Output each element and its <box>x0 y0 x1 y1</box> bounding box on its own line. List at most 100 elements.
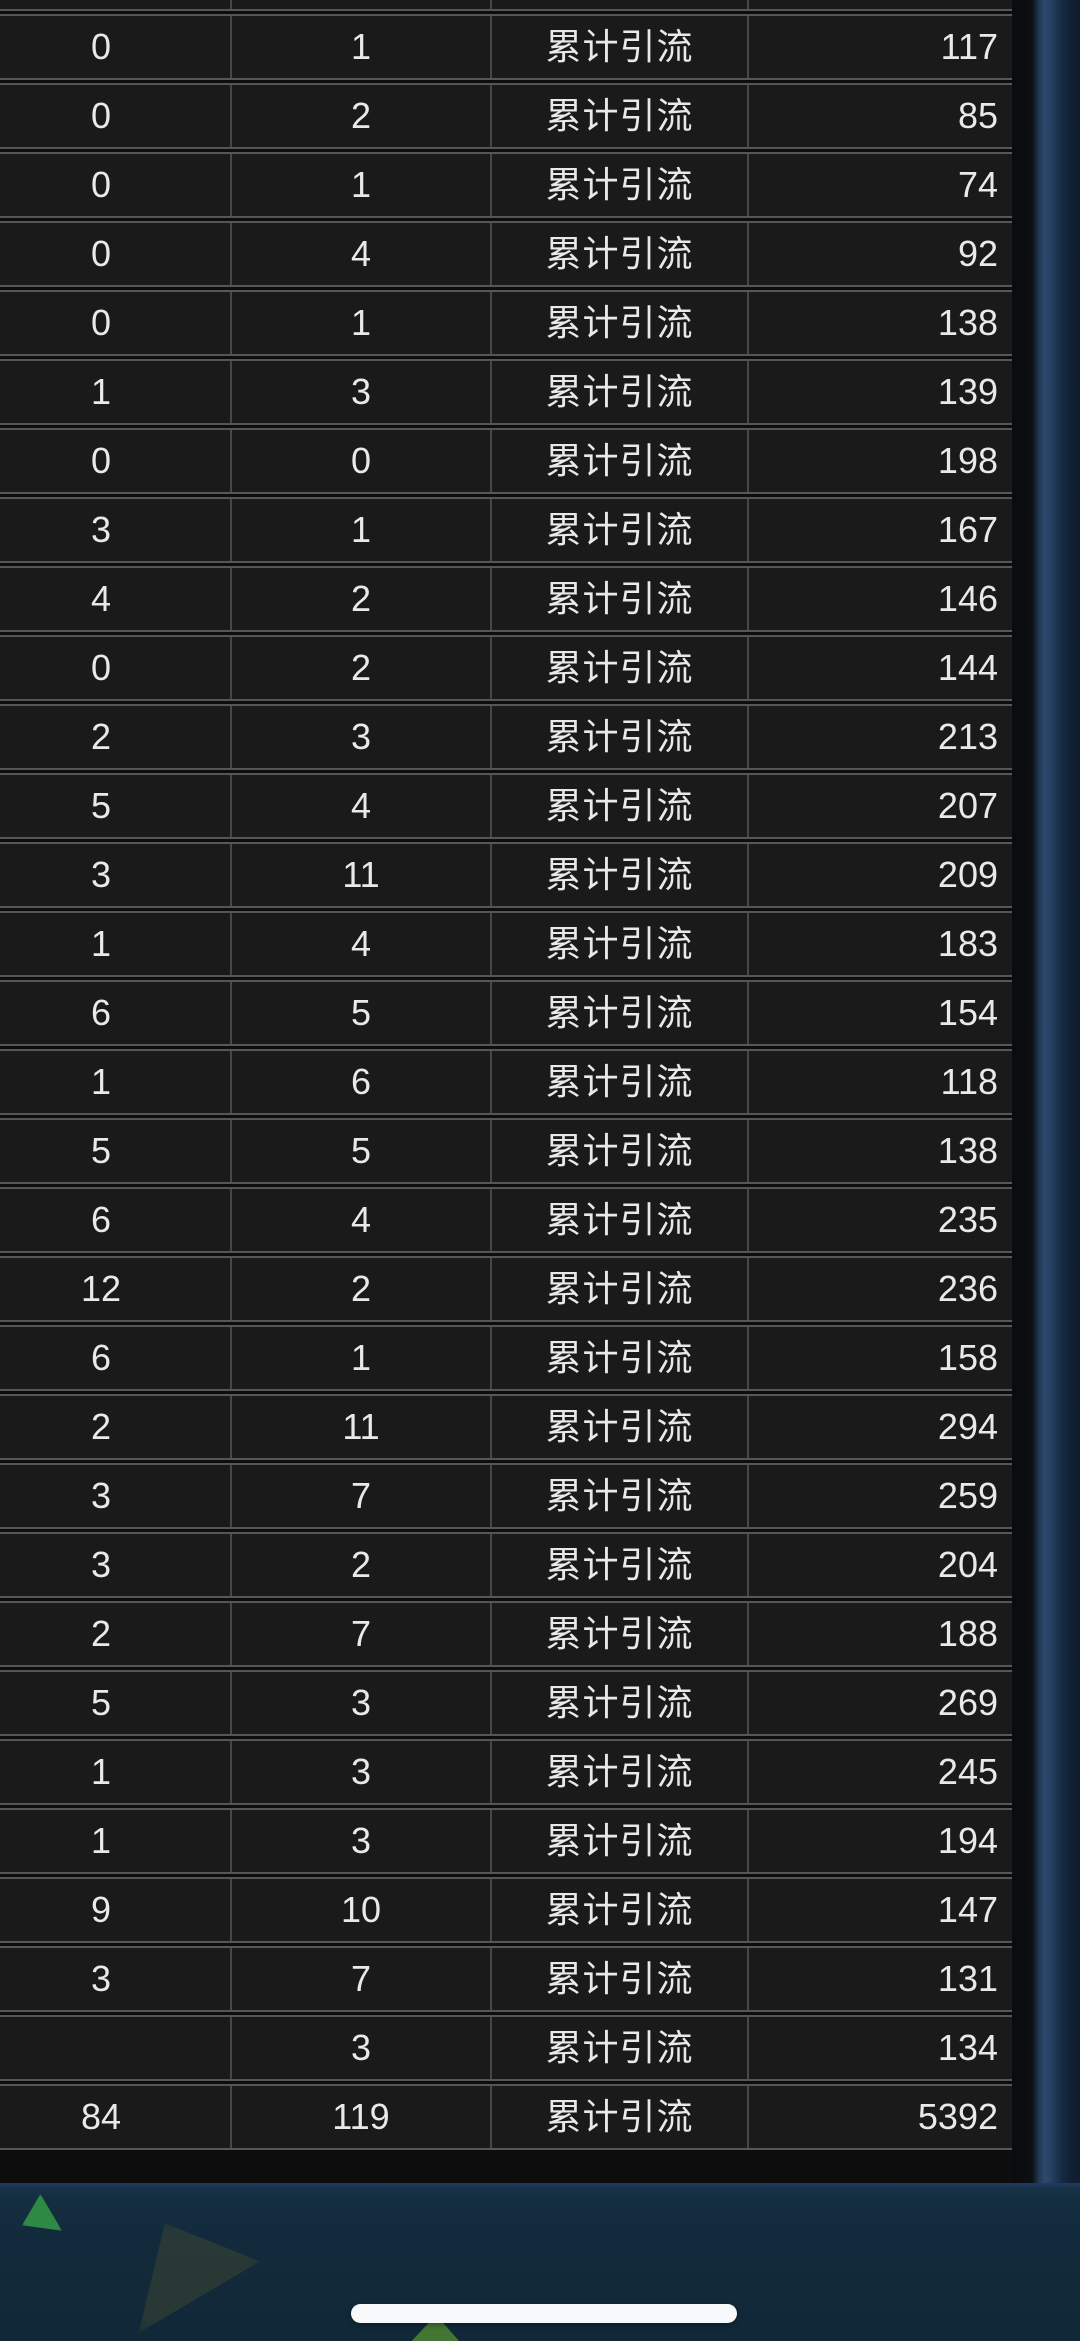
cell-total: 194 <box>747 1810 1012 1872</box>
cell-row-label: 累计引流 <box>490 1189 747 1251</box>
cell-total: 139 <box>747 361 1012 423</box>
cell-count-2: 4 <box>230 223 490 285</box>
cutoff-row-sliver <box>0 0 1012 11</box>
cell-total: 245 <box>747 1741 1012 1803</box>
cell-row-label: 累计引流 <box>490 430 747 492</box>
cell-count-2: 3 <box>230 706 490 768</box>
cell-count-2: 0 <box>230 430 490 492</box>
table-row: 5 3 累计引流 269 <box>0 1670 1012 1736</box>
cell-total: 294 <box>747 1396 1012 1458</box>
cell-count-2: 2 <box>230 568 490 630</box>
cell-count-2: 11 <box>230 1396 490 1458</box>
cell-row-label: 累计引流 <box>490 2086 747 2148</box>
cell-count-2: 119 <box>230 2086 490 2148</box>
cell-count-1: 3 <box>90 1475 112 1516</box>
cell-total: 236 <box>747 1258 1012 1320</box>
cell-row-label: 累计引流 <box>490 16 747 78</box>
cell-total: 204 <box>747 1534 1012 1596</box>
cell-count-1: 6 <box>90 1199 112 1240</box>
cell-count-2: 7 <box>230 1465 490 1527</box>
cell-row-label: 累计引流 <box>490 499 747 561</box>
cell-total: 213 <box>747 706 1012 768</box>
cell-count-1: 5 <box>90 1682 112 1723</box>
table-row: 0 2 累计引流 144 <box>0 635 1012 701</box>
cell-total: 5392 <box>747 2086 1012 2148</box>
cell-count-2: 1 <box>230 16 490 78</box>
cell-count-2: 5 <box>230 982 490 1044</box>
cell-total: 259 <box>747 1465 1012 1527</box>
cell-total: 207 <box>747 775 1012 837</box>
cell-count-1: 5 <box>90 1130 112 1171</box>
cell-count-2: 1 <box>230 1327 490 1389</box>
cell-count-2: 3 <box>230 1810 490 1872</box>
cell-row-label: 累计引流 <box>490 1603 747 1665</box>
cell-total: 118 <box>747 1051 1012 1113</box>
cell-row-label: 累计引流 <box>490 292 747 354</box>
cell-total: 154 <box>747 982 1012 1044</box>
cell-count-1: 1 <box>90 371 112 412</box>
cell-count-1: 1 <box>90 1751 112 1792</box>
green-triangle-icon <box>22 2194 62 2231</box>
cell-total: 134 <box>747 2017 1012 2079</box>
table-row: 1 3 累计引流 245 <box>0 1739 1012 1805</box>
cell-count-1: 6 <box>90 992 112 1033</box>
cell-count-1: 3 <box>90 1958 112 1999</box>
cell-row-label: 累计引流 <box>490 1258 747 1320</box>
cell-count-2: 3 <box>230 361 490 423</box>
cell-row-label: 累计引流 <box>490 1396 747 1458</box>
cell-row-label: 累计引流 <box>490 1534 747 1596</box>
cell-count-1: 2 <box>90 1613 112 1654</box>
cell-row-label: 累计引流 <box>490 637 747 699</box>
cell-count-2: 3 <box>230 1741 490 1803</box>
table-row: 3 1 累计引流 167 <box>0 497 1012 563</box>
table-row: 3 2 累计引流 204 <box>0 1532 1012 1598</box>
cell-total: 85 <box>747 85 1012 147</box>
cell-total: 92 <box>747 223 1012 285</box>
table-row: 0 1 累计引流 74 <box>0 152 1012 218</box>
cell-row-label: 累计引流 <box>490 1741 747 1803</box>
cell-count-1: 2 <box>90 1406 112 1447</box>
cell-row-label: 累计引流 <box>490 706 747 768</box>
cell-row-label: 累计引流 <box>490 982 747 1044</box>
table-row: 12 2 累计引流 236 <box>0 1256 1012 1322</box>
cell-count-1: 0 <box>90 164 112 205</box>
cell-count-1: 0 <box>90 302 112 343</box>
cell-count-2: 3 <box>230 2017 490 2079</box>
table-row: 0 0 累计引流 198 <box>0 428 1012 494</box>
cell-row-label: 累计引流 <box>490 154 747 216</box>
cell-count-1: 1 <box>90 1061 112 1102</box>
cell-total: 269 <box>747 1672 1012 1734</box>
cell-row-label: 累计引流 <box>490 775 747 837</box>
cell-count-1: 84 <box>80 2096 122 2137</box>
cell-count-1: 0 <box>90 647 112 688</box>
cell-row-label: 累计引流 <box>490 1948 747 2010</box>
table-row: 3 累计引流 134 <box>0 2015 1012 2081</box>
totals-row: 84 119 累计引流 5392 <box>0 2084 1012 2150</box>
right-edge-glow <box>1012 0 1080 2183</box>
cell-total: 138 <box>747 1120 1012 1182</box>
cell-count-2: 10 <box>230 1879 490 1941</box>
cell-total: 131 <box>747 1948 1012 2010</box>
home-indicator[interactable] <box>351 2304 737 2323</box>
cell-total: 188 <box>747 1603 1012 1665</box>
cell-count-2: 2 <box>230 1534 490 1596</box>
cell-count-1: 1 <box>90 923 112 964</box>
cell-row-label: 累计引流 <box>490 1672 747 1734</box>
cell-total: 158 <box>747 1327 1012 1389</box>
cell-count-2: 6 <box>230 1051 490 1113</box>
cell-count-1: 0 <box>90 233 112 274</box>
cell-count-1: 5 <box>90 785 112 826</box>
table-row: 1 3 累计引流 194 <box>0 1808 1012 1874</box>
cell-total: 183 <box>747 913 1012 975</box>
cell-count-1: 0 <box>90 95 112 136</box>
cell-row-label: 累计引流 <box>490 1465 747 1527</box>
cell-count-2: 1 <box>230 292 490 354</box>
cell-count-1: 2 <box>90 716 112 757</box>
table-row: 1 4 累计引流 183 <box>0 911 1012 977</box>
cell-row-label: 累计引流 <box>490 913 747 975</box>
cell-count-2: 5 <box>230 1120 490 1182</box>
cell-row-label: 累计引流 <box>490 1810 747 1872</box>
table-row: 6 1 累计引流 158 <box>0 1325 1012 1391</box>
cell-count-2: 2 <box>230 1258 490 1320</box>
cell-count-1: 9 <box>90 1889 112 1930</box>
